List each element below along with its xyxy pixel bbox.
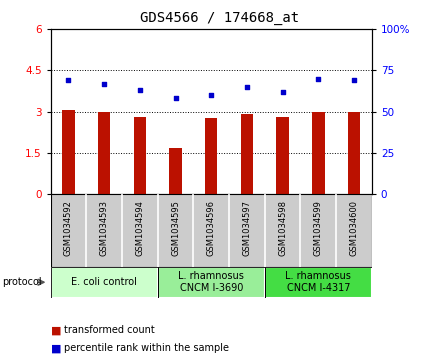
Text: GSM1034596: GSM1034596	[207, 200, 216, 256]
Point	[136, 87, 143, 93]
Bar	[51, 267, 158, 298]
Point	[172, 95, 179, 101]
Bar	[62, 110, 75, 194]
Bar	[98, 111, 110, 194]
Text: GSM1034592: GSM1034592	[64, 200, 73, 256]
Point	[65, 77, 72, 83]
Text: E. coli control: E. coli control	[71, 277, 137, 287]
Text: protocol: protocol	[2, 277, 42, 287]
Bar	[265, 267, 372, 298]
Bar	[241, 114, 253, 194]
Text: GSM1034595: GSM1034595	[171, 200, 180, 256]
Text: GSM1034600: GSM1034600	[349, 200, 359, 256]
Text: GDS4566 / 174668_at: GDS4566 / 174668_at	[140, 11, 300, 25]
Text: ■: ■	[51, 325, 61, 335]
Text: GSM1034593: GSM1034593	[99, 200, 109, 256]
Bar	[134, 117, 146, 194]
Bar	[205, 118, 217, 194]
Bar	[158, 267, 265, 298]
Point	[350, 77, 357, 83]
Text: GSM1034597: GSM1034597	[242, 200, 251, 256]
Text: GSM1034598: GSM1034598	[278, 200, 287, 256]
Text: GSM1034599: GSM1034599	[314, 200, 323, 256]
Text: percentile rank within the sample: percentile rank within the sample	[64, 343, 229, 354]
Text: ■: ■	[51, 343, 61, 354]
Bar	[312, 111, 325, 194]
Text: transformed count: transformed count	[64, 325, 154, 335]
Text: L. rhamnosus
CNCM I-3690: L. rhamnosus CNCM I-3690	[178, 272, 244, 293]
Text: GSM1034594: GSM1034594	[136, 200, 144, 256]
Bar	[169, 148, 182, 194]
Bar	[51, 267, 158, 298]
Point	[101, 81, 108, 86]
Point	[243, 84, 250, 90]
Point	[279, 89, 286, 95]
Text: L. rhamnosus
CNCM I-4317: L. rhamnosus CNCM I-4317	[285, 272, 351, 293]
Bar	[158, 267, 265, 298]
Bar	[265, 267, 372, 298]
Bar	[348, 111, 360, 194]
Bar	[276, 117, 289, 194]
Point	[208, 92, 215, 98]
Point	[315, 76, 322, 81]
